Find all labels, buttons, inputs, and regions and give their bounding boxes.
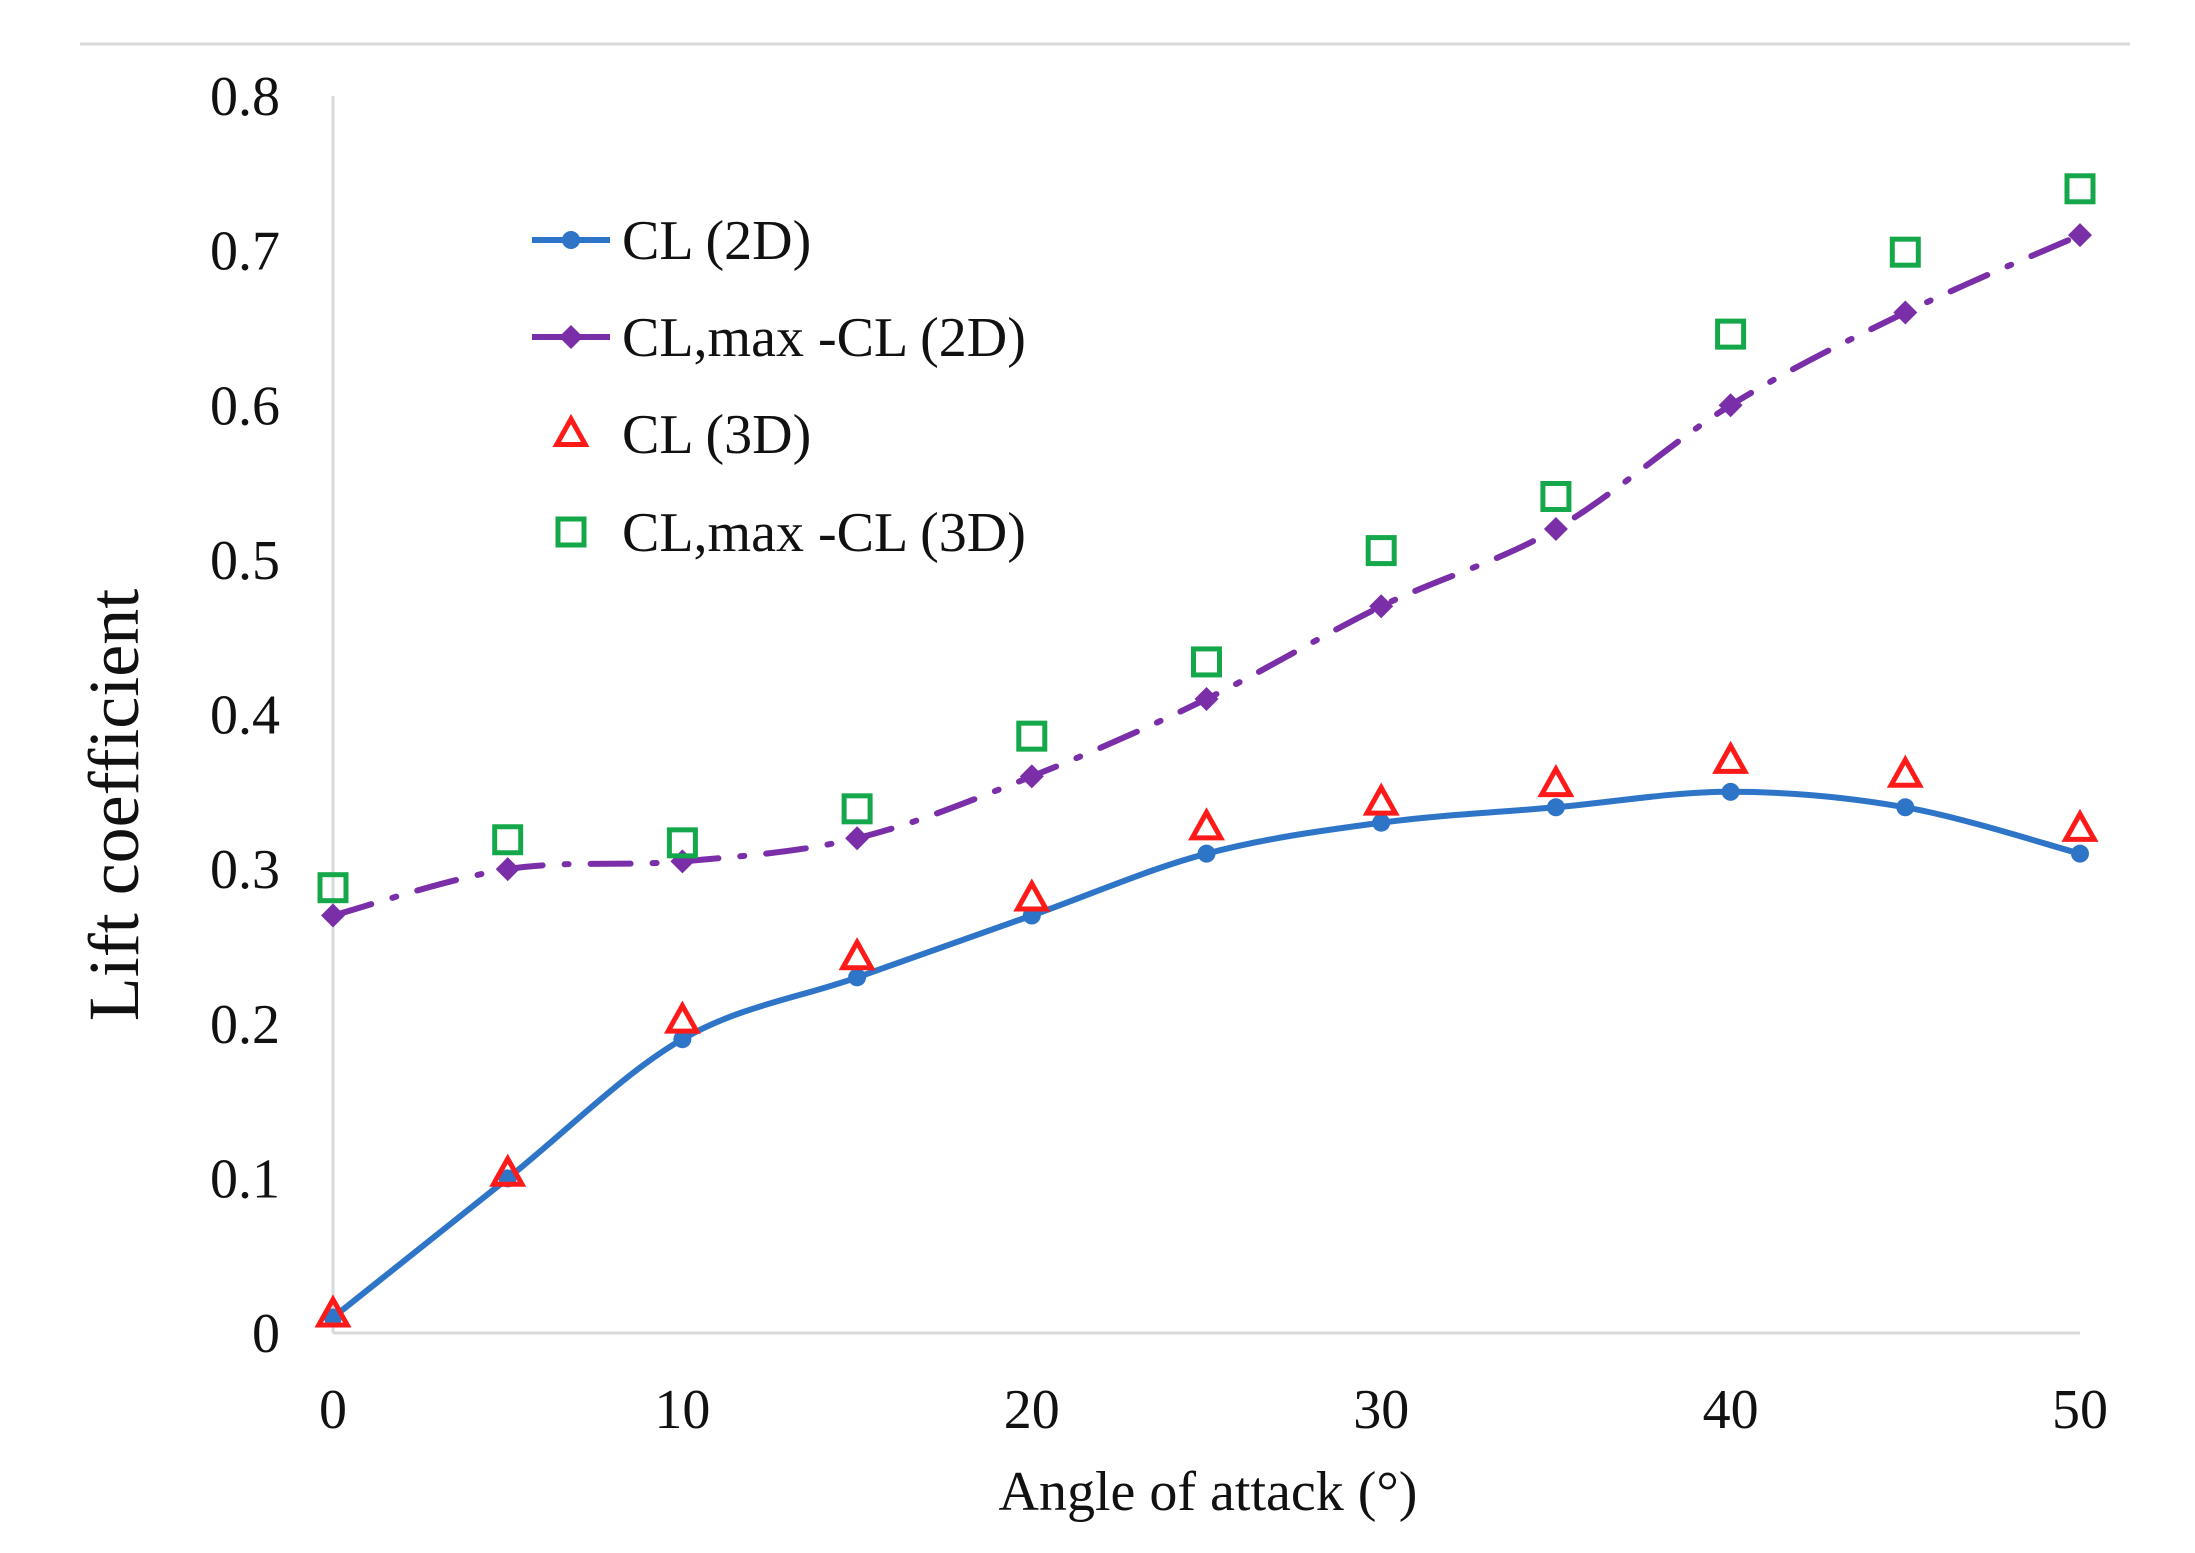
point-cl-3d	[1712, 740, 1750, 774]
point-clmax-minus-cl-2d	[845, 826, 870, 851]
legend-swatch-marker	[559, 325, 583, 349]
point-clmax-minus-cl-2d	[1543, 516, 1568, 541]
y-tick-label: 0.5	[210, 530, 280, 592]
y-tick-label: 0.2	[210, 994, 280, 1056]
point-clmax-minus-cl-2d	[1893, 300, 1918, 325]
point-clmax-minus-cl-3d	[1191, 646, 1222, 678]
point-cl-3d	[489, 1153, 527, 1187]
x-tick-label: 20	[1004, 1379, 1060, 1441]
point-cl-2d	[1721, 782, 1740, 801]
series-1	[321, 223, 2092, 928]
legend-item-1: CL,max -CL (2D)	[532, 307, 1026, 369]
point-cl-2d	[673, 1030, 692, 1049]
point-clmax-minus-cl-2d	[1019, 764, 1044, 789]
legend-swatch-marker	[552, 413, 590, 447]
point-cl-2d	[1896, 798, 1915, 817]
point-cl-3d	[1013, 878, 1051, 912]
y-tick-label: 0.4	[210, 685, 280, 747]
legend-item-2: CL (3D)	[552, 404, 811, 466]
legend-swatch-marker	[562, 231, 580, 249]
legend-item-0: CL (2D)	[532, 210, 811, 272]
point-clmax-minus-cl-3d	[841, 793, 873, 825]
y-tick-label: 0.3	[210, 839, 280, 901]
point-cl-2d	[324, 1308, 342, 1327]
point-cl-3d	[1362, 782, 1400, 816]
x-tick-label: 30	[1353, 1379, 1409, 1441]
series-2	[314, 740, 2099, 1328]
point-clmax-minus-cl-2d	[670, 849, 695, 874]
legend-label: CL (3D)	[622, 404, 811, 466]
point-clmax-minus-cl-2d	[321, 903, 345, 928]
y-tick-label: 0.6	[210, 375, 280, 437]
legend-label: CL,max -CL (2D)	[622, 307, 1026, 369]
x-tick-label: 0	[319, 1379, 347, 1441]
point-clmax-minus-cl-3d	[1715, 318, 1747, 350]
point-cl-2d	[2071, 844, 2089, 863]
point-clmax-minus-cl-2d	[1369, 594, 1394, 619]
point-clmax-minus-cl-3d	[492, 824, 524, 856]
y-axis-title: Lift coefficient	[74, 589, 154, 1021]
point-cl-3d	[314, 1294, 352, 1328]
legend-label: CL (2D)	[622, 210, 811, 272]
x-axis-title: Angle of attack (°)	[999, 1461, 1418, 1523]
y-tick-label: 0	[252, 1303, 280, 1365]
legend-label: CL,max -CL (3D)	[622, 502, 1026, 564]
series-layer	[314, 173, 2099, 1328]
y-tick-label: 0.7	[210, 221, 280, 283]
point-cl-3d	[2061, 808, 2099, 842]
point-cl-2d	[848, 968, 867, 987]
x-tick-label: 10	[654, 1379, 710, 1441]
point-cl-3d	[1886, 754, 1924, 788]
point-clmax-minus-cl-2d	[2068, 223, 2092, 248]
point-clmax-minus-cl-2d	[1718, 393, 1743, 418]
point-cl-3d	[663, 1000, 701, 1034]
series-3	[317, 173, 2096, 904]
point-clmax-minus-cl-2d	[1194, 687, 1219, 712]
point-clmax-minus-cl-2d	[495, 857, 520, 882]
x-tick-label: 50	[2052, 1379, 2108, 1441]
point-clmax-minus-cl-3d	[666, 827, 698, 859]
point-cl-3d	[838, 937, 876, 971]
legend-item-3: CL,max -CL (3D)	[555, 502, 1026, 564]
series-line-cl-2d	[330, 788, 2083, 1321]
point-cl-3d	[1537, 763, 1575, 798]
point-clmax-minus-cl-3d	[1540, 480, 1572, 512]
point-cl-2d	[1372, 813, 1391, 832]
point-clmax-minus-cl-3d	[1016, 720, 1048, 752]
axes: 0 0.1 0.2 0.3 0.4 0.5 0.6 0.7 0.8 0 10 20 30 40 50	[210, 66, 2108, 1441]
legend-swatch-marker	[555, 516, 587, 548]
y-tick-label: 0.8	[210, 66, 280, 128]
legend: CL (2D) CL,max -CL (2D) CL (3D) CL,max -CL …	[532, 210, 1026, 564]
point-clmax-minus-cl-3d	[2064, 173, 2096, 205]
point-clmax-minus-cl-3d	[1365, 535, 1397, 567]
x-tick-label: 40	[1703, 1379, 1759, 1441]
point-cl-2d	[1197, 844, 1216, 863]
point-cl-2d	[1546, 798, 1565, 817]
point-cl-3d	[1187, 807, 1226, 841]
point-clmax-minus-cl-3d	[1889, 236, 1921, 268]
y-tick-label: 0.1	[210, 1148, 280, 1210]
point-clmax-minus-cl-3d	[317, 872, 349, 904]
